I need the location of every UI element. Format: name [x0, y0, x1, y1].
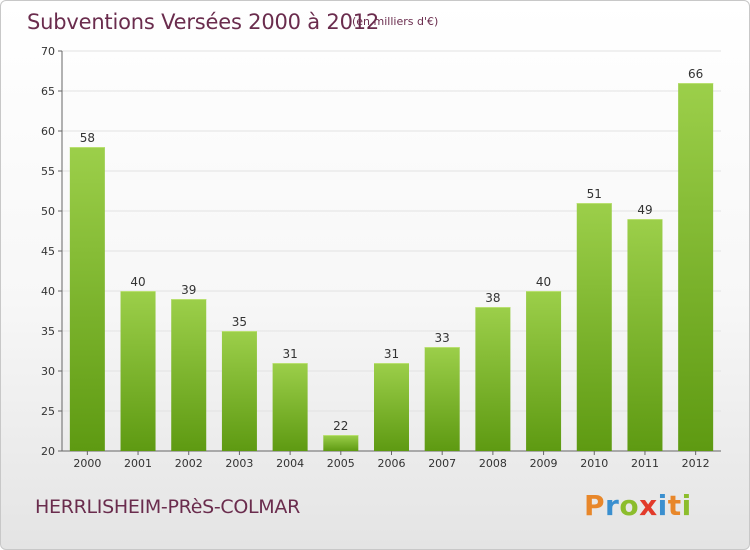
data-label-2009: 40: [536, 275, 551, 289]
labels: 20 25 30 35 40 45 50 55 60 65 70 58 2000 40 2001 39 2002…: [41, 45, 710, 470]
bar-2002: [171, 299, 207, 451]
data-label-2001: 40: [130, 275, 145, 289]
commune-name: HERRLISHEIM-PRèS-COLMAR: [35, 496, 301, 518]
logo-letter: r: [605, 489, 620, 522]
x-tick-label-2004: 2004: [276, 457, 304, 470]
x-tick-label-2008: 2008: [479, 457, 507, 470]
data-label-2005: 22: [333, 419, 348, 433]
x-tick-label-2006: 2006: [378, 457, 406, 470]
chart-unit-label: (en milliers d'€): [352, 15, 439, 28]
x-tick-label-2009: 2009: [530, 457, 558, 470]
bars: [69, 83, 714, 451]
x-tick-label-2005: 2005: [327, 457, 355, 470]
data-label-2003: 35: [232, 315, 247, 329]
data-label-2008: 38: [485, 291, 500, 305]
y-tick-label: 30: [41, 365, 55, 378]
y-tick-label: 40: [41, 285, 55, 298]
chart-title: Subventions Versées 2000 à 2012: [27, 10, 380, 34]
logo-letter: i: [657, 489, 668, 522]
data-label-2012: 66: [688, 67, 703, 81]
bar-2009: [526, 291, 562, 451]
data-label-2004: 31: [282, 347, 297, 361]
bar-2004: [272, 363, 308, 451]
bar-2005: [323, 435, 359, 451]
logo-letter: i: [681, 489, 692, 522]
bar-2010: [576, 203, 612, 451]
x-tick-label-2000: 2000: [73, 457, 101, 470]
y-tick-label: 50: [41, 205, 55, 218]
logo-letter: o: [619, 489, 640, 522]
x-tick-label-2003: 2003: [225, 457, 253, 470]
y-tick-label: 70: [41, 45, 55, 58]
bar-2012: [678, 83, 714, 451]
logo-letter: P: [584, 489, 606, 522]
data-label-2000: 58: [80, 131, 95, 145]
x-tick-label-2002: 2002: [175, 457, 203, 470]
bar-2011: [627, 219, 663, 451]
data-label-2002: 39: [181, 283, 196, 297]
y-tick-label: 25: [41, 405, 55, 418]
data-label-2011: 49: [637, 203, 652, 217]
bar-2006: [374, 363, 409, 451]
bar-2008: [475, 307, 511, 451]
bar-2000: [69, 147, 105, 451]
logo-letter: t: [667, 489, 682, 522]
proxiti-logo: Proxiti: [584, 489, 692, 522]
y-tick-label: 60: [41, 125, 55, 138]
y-tick-label: 35: [41, 325, 55, 338]
y-tick-label: 45: [41, 245, 55, 258]
data-label-2010: 51: [587, 187, 602, 201]
x-tick-label-2010: 2010: [580, 457, 608, 470]
x-tick-label-2001: 2001: [124, 457, 152, 470]
data-label-2006: 31: [384, 347, 399, 361]
bar-2003: [221, 331, 257, 451]
data-label-2007: 33: [435, 331, 450, 345]
x-tick-label-2012: 2012: [682, 457, 710, 470]
bar-2007: [424, 347, 460, 451]
logo-letter: x: [639, 489, 658, 522]
bar-2001: [120, 291, 156, 451]
x-tick-label-2011: 2011: [631, 457, 659, 470]
x-tick-label-2007: 2007: [428, 457, 456, 470]
y-tick-label: 65: [41, 85, 55, 98]
y-tick-label: 20: [41, 445, 55, 458]
y-tick-label: 55: [41, 165, 55, 178]
